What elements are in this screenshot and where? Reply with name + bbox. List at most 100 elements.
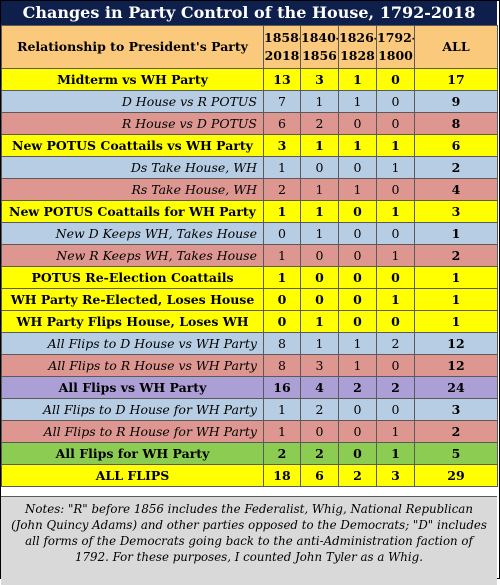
cell-value: 0	[338, 266, 377, 289]
cell-value: 17	[414, 68, 498, 91]
header-col-text: 1826- 1828	[339, 30, 377, 63]
cell-value: 4	[414, 178, 498, 201]
cell-value: 9	[414, 90, 498, 113]
cell-value: 6	[263, 112, 301, 135]
table-row: WH Party Flips House, Loses WH 0 1 0 0 1	[1, 310, 498, 333]
cell-value: 0	[338, 112, 377, 135]
cell-value: 1	[414, 310, 498, 333]
cell-value: 1	[338, 354, 377, 377]
cell-value: 1	[300, 200, 339, 223]
cell-value: 1	[263, 244, 301, 267]
cell-value: 16	[263, 376, 301, 399]
table-title: Changes in Party Control of the House, 1…	[1, 1, 497, 25]
cell-value: 4	[300, 376, 339, 399]
cell-value: 0	[338, 310, 377, 333]
cell-value: 0	[338, 442, 377, 465]
table-row: All Flips to R House vs WH Party 8 3 1 0 12	[1, 354, 498, 377]
cell-value: 1	[300, 332, 339, 355]
cell-value: 6	[414, 134, 498, 157]
cell-value: 0	[300, 156, 339, 179]
cell-value: 1	[376, 420, 415, 443]
header-col-1826-1828: 1826- 1828	[338, 25, 377, 69]
header-col-text: 1792- 1800	[377, 30, 415, 63]
table-row: All Flips for WH Party 2 2 0 1 5	[1, 442, 498, 465]
cell-value: 1	[263, 398, 301, 421]
cell-value: 0	[338, 222, 377, 245]
cell-value: 1	[338, 134, 377, 157]
row-label: D House vs R POTUS	[1, 90, 264, 113]
cell-value: 1	[376, 200, 415, 223]
header-label: Relationship to President's Party	[1, 25, 264, 69]
cell-value: 0	[376, 90, 415, 113]
cell-value: 7	[263, 90, 301, 113]
cell-value: 1	[414, 266, 498, 289]
row-label: New POTUS Coattails vs WH Party	[1, 134, 264, 157]
cell-value: 0	[263, 222, 301, 245]
cell-value: 0	[376, 266, 415, 289]
table-row: All Flips to D House vs WH Party 8 1 1 2 12	[1, 332, 498, 355]
table-row: Rs Take House, WH 2 1 1 0 4	[1, 178, 498, 201]
table-row: POTUS Re-Election Coattails 1 0 0 0 1	[1, 266, 498, 289]
table-row: WH Party Re-Elected, Loses House 0 0 0 1 1	[1, 288, 498, 311]
cell-value: 8	[263, 354, 301, 377]
header-col-1792-1800: 1792- 1800	[376, 25, 415, 69]
cell-value: 1	[414, 222, 498, 245]
row-label: New POTUS Coattails for WH Party	[1, 200, 264, 223]
cell-value: 1	[263, 200, 301, 223]
cell-value: 24	[414, 376, 498, 399]
cell-value: 3	[376, 464, 415, 487]
row-label: New R Keeps WH, Takes House	[1, 244, 264, 267]
cell-value: 1	[300, 178, 339, 201]
table-row: R House vs D POTUS 6 2 0 0 8	[1, 112, 498, 135]
table-row: New POTUS Coattails for WH Party 1 1 0 1 3	[1, 200, 498, 223]
row-label: WH Party Re-Elected, Loses House	[1, 288, 264, 311]
cell-value: 1	[300, 310, 339, 333]
row-label: POTUS Re-Election Coattails	[1, 266, 264, 289]
header-col-text: 1858- 2018	[264, 30, 301, 63]
cell-value: 0	[376, 68, 415, 91]
cell-value: 2	[338, 376, 377, 399]
cell-value: 0	[263, 310, 301, 333]
cell-value: 1	[376, 134, 415, 157]
cell-value: 2	[300, 112, 339, 135]
cell-value: 1	[263, 420, 301, 443]
cell-value: 12	[414, 332, 498, 355]
cell-value: 8	[263, 332, 301, 355]
cell-value: 0	[338, 244, 377, 267]
cell-value: 6	[300, 464, 339, 487]
row-label: All Flips to D House for WH Party	[1, 398, 264, 421]
row-label: Rs Take House, WH	[1, 178, 264, 201]
cell-value: 2	[414, 244, 498, 267]
cell-value: 1	[263, 156, 301, 179]
cell-value: 2	[338, 464, 377, 487]
cell-value: 2	[263, 178, 301, 201]
cell-value: 1	[376, 288, 415, 311]
cell-value: 2	[376, 332, 415, 355]
row-label: All Flips to D House vs WH Party	[1, 332, 264, 355]
row-label: All Flips vs WH Party	[1, 376, 264, 399]
cell-value: 29	[414, 464, 498, 487]
cell-value: 0	[376, 310, 415, 333]
cell-value: 0	[338, 156, 377, 179]
cell-value: 0	[338, 398, 377, 421]
row-label: Ds Take House, WH	[1, 156, 264, 179]
cell-value: 2	[263, 442, 301, 465]
cell-value: 2	[414, 420, 498, 443]
cell-value: 1	[376, 244, 415, 267]
cell-value: 0	[376, 398, 415, 421]
cell-value: 0	[300, 266, 339, 289]
cell-value: 0	[376, 178, 415, 201]
party-control-table: Relationship to President's Party 1858- …	[1, 25, 498, 487]
cell-value: 1	[376, 156, 415, 179]
cell-value: 0	[376, 222, 415, 245]
cell-value: 0	[300, 420, 339, 443]
notes: Notes: "R" before 1856 includes the Fede…	[1, 496, 497, 585]
cell-value: 1	[300, 134, 339, 157]
row-label: All Flips to R House vs WH Party	[1, 354, 264, 377]
cell-value: 3	[414, 398, 498, 421]
cell-value: 1	[263, 266, 301, 289]
table-row: All Flips to R House for WH Party 1 0 0 1 2	[1, 420, 498, 443]
cell-value: 3	[300, 68, 339, 91]
cell-value: 3	[414, 200, 498, 223]
cell-value: 12	[414, 354, 498, 377]
